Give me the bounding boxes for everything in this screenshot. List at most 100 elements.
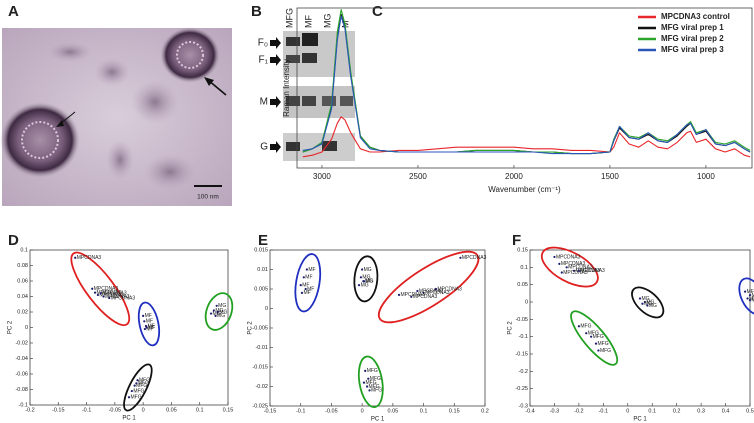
score-point (590, 335, 593, 338)
score-point (572, 269, 576, 272)
cluster-ellipse (570, 310, 619, 366)
point-label: MFG (371, 388, 382, 394)
point-label: MFG (133, 388, 144, 394)
score-point (216, 310, 219, 314)
lane-label: MFG (284, 8, 294, 28)
plot-frame (296, 7, 753, 169)
x-tick-label: 0.1 (196, 407, 204, 413)
x-tick-label: 0 (142, 407, 145, 413)
point-label: MG (365, 279, 373, 285)
x-tick-label: 0.1 (420, 408, 428, 414)
x-tick-label: 0 (626, 408, 629, 414)
score-point (145, 326, 148, 329)
score-point (646, 304, 649, 307)
x-tick-label: 0.05 (166, 407, 177, 413)
score-point (96, 293, 99, 297)
scatter-chart: -0.4 -0.3 -0.2 -0.1 0 0.1 0.2 0.3 0.4 0.5-0.3-0.2… (508, 246, 754, 423)
y-tick-label: 0.005 (254, 286, 268, 292)
cluster-ellipse (294, 253, 322, 313)
y-axis-label: Raman Intensity (282, 59, 291, 117)
score-point (142, 314, 145, 317)
x-tick-label: 1000 (697, 172, 715, 181)
point-label: MG (219, 309, 227, 315)
score-point (91, 287, 94, 290)
cluster-ellipse (70, 251, 131, 327)
score-point (362, 280, 365, 283)
point-label: MFG (365, 380, 376, 386)
x-tick-label: 2000 (505, 172, 523, 181)
score-point (560, 271, 563, 274)
x-axis-label: PC 1 (122, 416, 136, 422)
score-point (585, 332, 588, 335)
spectrum-line (302, 116, 751, 158)
y-tick-label: 0.1 (20, 247, 28, 253)
point-label: MPCDNA3 (111, 295, 136, 301)
score-point (558, 262, 561, 265)
point-label: MG (364, 267, 372, 273)
x-tick-label: 0.15 (449, 408, 460, 414)
point-label: MFG (588, 331, 599, 337)
point-label: MFG (598, 341, 609, 347)
x-tick-label: -0.1 (82, 407, 91, 413)
point-label: MF (303, 290, 310, 296)
point-label: MFG (139, 378, 150, 384)
cluster-ellipse (137, 301, 161, 347)
y-tick-label: -0.015 (252, 364, 268, 370)
score-point (299, 284, 302, 287)
y-tick-label: -0.08 (15, 387, 28, 393)
y-tick-label: -0.005 (252, 325, 268, 331)
point-label: MG (361, 282, 369, 288)
point-label: MPCDNA3 (102, 291, 127, 297)
score-point (367, 377, 370, 380)
point-label: MPCDNA3 (425, 290, 450, 296)
cluster-ellipse (540, 246, 599, 288)
y-tick-label: -0.2 (519, 369, 528, 375)
x-tick-label: -0.15 (52, 407, 65, 413)
y-tick-label: 0.1 (520, 265, 528, 271)
x-axis-label: PC 1 (633, 417, 647, 423)
cluster-ellipse (357, 355, 384, 409)
legend-label: MPCDNA3 control (661, 12, 730, 21)
micrograph: 100 nm (0, 27, 232, 206)
y-tick-label: -0.02 (255, 384, 268, 390)
y-tick-label: 0.015 (254, 247, 268, 253)
point-label: MG (213, 311, 221, 317)
y-tick-label: 0.08 (17, 263, 28, 269)
score-point (133, 384, 136, 387)
point-label: MPCDNA3 (97, 290, 122, 296)
y-tick-label: -0.05 (515, 317, 528, 323)
plot-frame (29, 249, 229, 406)
cluster-ellipse (738, 277, 754, 316)
point-label: MG (218, 303, 226, 309)
score-point (93, 291, 97, 294)
y-tick-label: 0.15 (517, 247, 528, 253)
point-label: MF (308, 267, 315, 273)
x-tick-label: 0.4 (722, 408, 730, 414)
x-tick-label: 3000 (313, 172, 331, 181)
score-point (300, 291, 304, 294)
score-point (362, 381, 366, 384)
y-tick-label: 0.06 (17, 278, 28, 284)
x-tick-label: -0.3 (550, 408, 559, 414)
score-point (365, 385, 369, 388)
y-tick-label: 0.05 (517, 282, 528, 288)
y-axis-label: PC 2 (248, 321, 254, 335)
point-label: MF (302, 282, 309, 288)
y-tick-label: -0.3 (519, 403, 528, 409)
score-point (212, 309, 215, 312)
point-label: MF (307, 286, 314, 292)
score-point (357, 284, 361, 287)
point-label: MFG (370, 376, 381, 382)
panel-label: E (258, 232, 268, 249)
legend-label: MFG viral prep 1 (661, 23, 724, 32)
score-point (368, 389, 371, 392)
legend-label: MFG viral prep 2 (661, 34, 724, 43)
point-label: MFG (593, 334, 604, 340)
y-tick-label: -0.01 (255, 345, 268, 351)
score-point (748, 293, 752, 297)
point-label: MPCDNA3 (462, 255, 487, 261)
score-point (130, 389, 133, 393)
spectrum-line (302, 9, 751, 155)
x-tick-label: 0.05 (387, 408, 398, 414)
